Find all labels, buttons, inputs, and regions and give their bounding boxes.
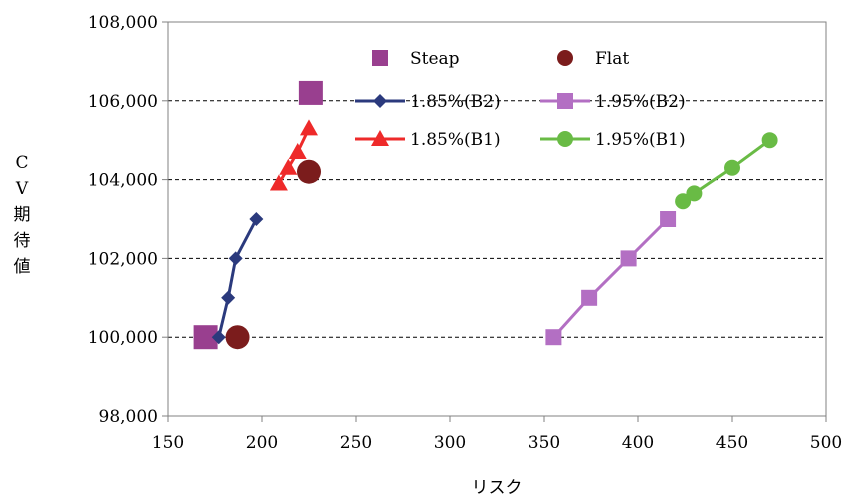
legend-label: Steap [410,49,460,69]
data-point [279,158,298,175]
legend-marker [371,130,389,146]
y-tick-label: 98,000 [99,407,158,427]
data-point [228,251,243,266]
data-point [545,329,562,346]
data-point [620,250,637,267]
x-tick-label: 450 [716,433,748,453]
data-point [675,193,692,210]
legend-marker [373,94,387,108]
x-tick-label: 500 [810,433,842,453]
data-point [225,325,250,350]
series [193,80,778,350]
x-tick-label: 300 [434,433,466,453]
legend: Steap Flat 1.85%(B2) 1.95%(B2) 1.85%(B1) 1.95… [355,49,686,150]
data-point [288,143,307,160]
legend-marker [557,93,573,109]
x-axis-title: リスク [472,478,523,498]
series-line [277,127,311,185]
legend-marker [557,131,573,147]
legend-label: 1.85%(B1) [410,130,501,150]
series-0 [193,80,323,350]
legend-item: Steap [372,49,460,69]
series-5 [675,132,778,210]
legend-item: 1.85%(B2) [355,92,501,112]
y-tick-label: 104,000 [88,171,158,191]
plot-area-frame [167,21,827,417]
y-axis-title-char: V [15,179,29,199]
legend-item: 1.95%(B2) [540,92,686,112]
data-point [221,290,236,305]
series-line [552,217,670,339]
legend-item: 1.95%(B1) [540,130,686,150]
series-2 [211,212,264,345]
legend-label: 1.85%(B2) [410,92,501,112]
data-point [300,119,318,136]
data-point [297,159,321,184]
y-axis-title-char: 待 [14,231,31,251]
series-1 [225,159,321,350]
y-axis-ticks: 98,000 100,000 102,000 104,000 106,000 108,00… [88,13,168,427]
legend-marker [557,50,573,66]
data-point [761,132,778,149]
series-line [217,218,258,338]
legend-item: 1.85%(B1) [355,130,501,150]
legend-marker [372,50,388,66]
data-point [298,80,323,105]
y-tick-label: 100,000 [88,328,158,348]
y-tick-label: 106,000 [88,92,158,112]
x-axis-ticks: 150 200 250 300 350 400 450 500 [152,416,842,453]
data-point [249,212,264,226]
data-point [724,159,740,176]
data-point [581,289,598,306]
y-tick-label: 102,000 [88,249,158,269]
x-tick-label: 400 [622,433,654,453]
x-tick-label: 200 [246,433,278,453]
y-axis-title-char: C [15,153,28,173]
y-axis-title-char: 値 [14,257,31,277]
legend-label: Flat [595,49,629,69]
series-3 [545,211,677,346]
data-point [211,330,226,345]
data-point [269,174,288,191]
y-tick-label: 108,000 [88,13,158,33]
x-tick-label: 250 [340,433,372,453]
y-axis-title-char: 期 [14,205,31,225]
x-tick-label: 350 [528,433,560,453]
legend-label: 1.95%(B1) [595,130,686,150]
legend-item: Flat [557,49,629,69]
data-point [660,211,677,227]
legend-label: 1.95%(B2) [595,92,686,112]
data-point [686,185,703,202]
x-tick-label: 150 [152,433,184,453]
series-4 [269,119,318,191]
